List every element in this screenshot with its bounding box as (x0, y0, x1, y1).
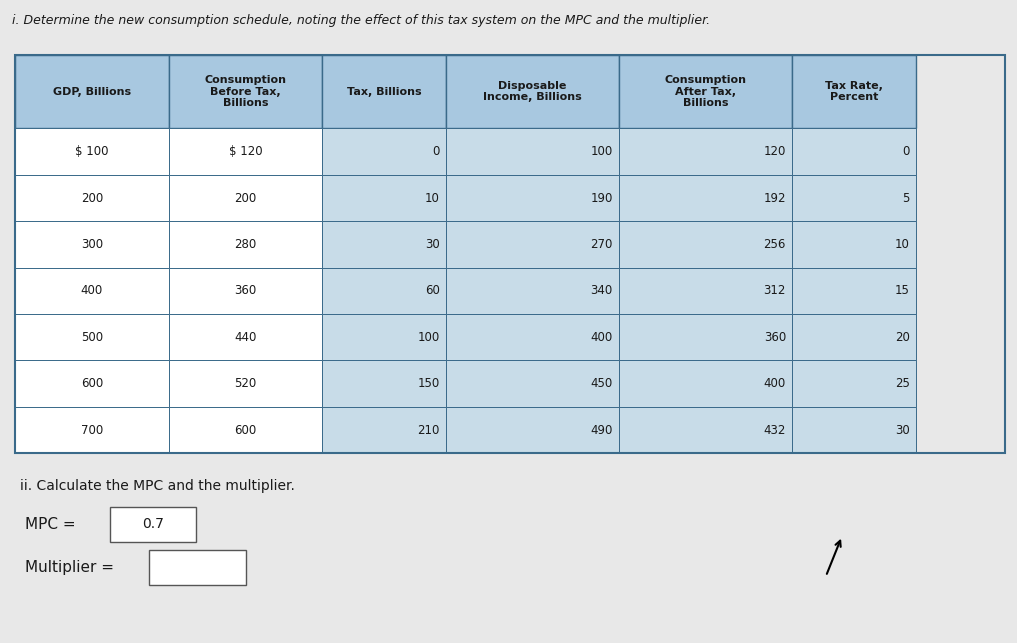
Text: 360: 360 (764, 331, 786, 344)
Text: 30: 30 (895, 424, 909, 437)
Text: Tax Rate,
Percent: Tax Rate, Percent (825, 81, 883, 102)
Text: 280: 280 (234, 238, 256, 251)
Text: 15: 15 (895, 284, 909, 297)
Text: 300: 300 (81, 238, 103, 251)
Text: Tax, Billions: Tax, Billions (347, 87, 421, 96)
Text: 20: 20 (895, 331, 909, 344)
Text: i. Determine the new consumption schedule, noting the effect of this tax system : i. Determine the new consumption schedul… (12, 14, 710, 27)
Text: 190: 190 (591, 192, 613, 204)
Text: 400: 400 (591, 331, 613, 344)
Text: GDP, Billions: GDP, Billions (53, 87, 131, 96)
Text: 256: 256 (764, 238, 786, 251)
Text: $ 100: $ 100 (75, 145, 109, 158)
Text: 210: 210 (417, 424, 439, 437)
Text: 5: 5 (902, 192, 909, 204)
Text: 270: 270 (591, 238, 613, 251)
Text: 100: 100 (417, 331, 439, 344)
Text: 432: 432 (764, 424, 786, 437)
Text: 450: 450 (591, 377, 613, 390)
Text: 440: 440 (234, 331, 256, 344)
Text: 400: 400 (764, 377, 786, 390)
Text: 10: 10 (425, 192, 439, 204)
Text: 200: 200 (234, 192, 256, 204)
Text: 25: 25 (895, 377, 909, 390)
Text: 200: 200 (80, 192, 103, 204)
Text: Multiplier =: Multiplier = (25, 559, 115, 575)
Text: 0: 0 (902, 145, 909, 158)
Text: 340: 340 (591, 284, 613, 297)
Text: 150: 150 (417, 377, 439, 390)
Text: 10: 10 (895, 238, 909, 251)
Text: 490: 490 (591, 424, 613, 437)
Text: Disposable
Income, Billions: Disposable Income, Billions (483, 81, 582, 102)
Text: 120: 120 (764, 145, 786, 158)
Text: 400: 400 (80, 284, 103, 297)
Text: 700: 700 (80, 424, 103, 437)
Text: 30: 30 (425, 238, 439, 251)
Text: 520: 520 (234, 377, 256, 390)
Text: ii. Calculate the MPC and the multiplier.: ii. Calculate the MPC and the multiplier… (20, 479, 295, 493)
Text: 600: 600 (80, 377, 103, 390)
Text: 60: 60 (425, 284, 439, 297)
Text: 500: 500 (81, 331, 103, 344)
Text: MPC =: MPC = (25, 516, 76, 532)
Text: 360: 360 (234, 284, 256, 297)
Text: $ 120: $ 120 (229, 145, 262, 158)
Text: 100: 100 (591, 145, 613, 158)
Text: 600: 600 (234, 424, 256, 437)
Text: 312: 312 (764, 284, 786, 297)
Text: 0: 0 (432, 145, 439, 158)
Text: 192: 192 (764, 192, 786, 204)
Text: Consumption
After Tax,
Billions: Consumption After Tax, Billions (664, 75, 746, 108)
Text: 0.7: 0.7 (142, 518, 164, 531)
Text: Consumption
Before Tax,
Billions: Consumption Before Tax, Billions (204, 75, 287, 108)
